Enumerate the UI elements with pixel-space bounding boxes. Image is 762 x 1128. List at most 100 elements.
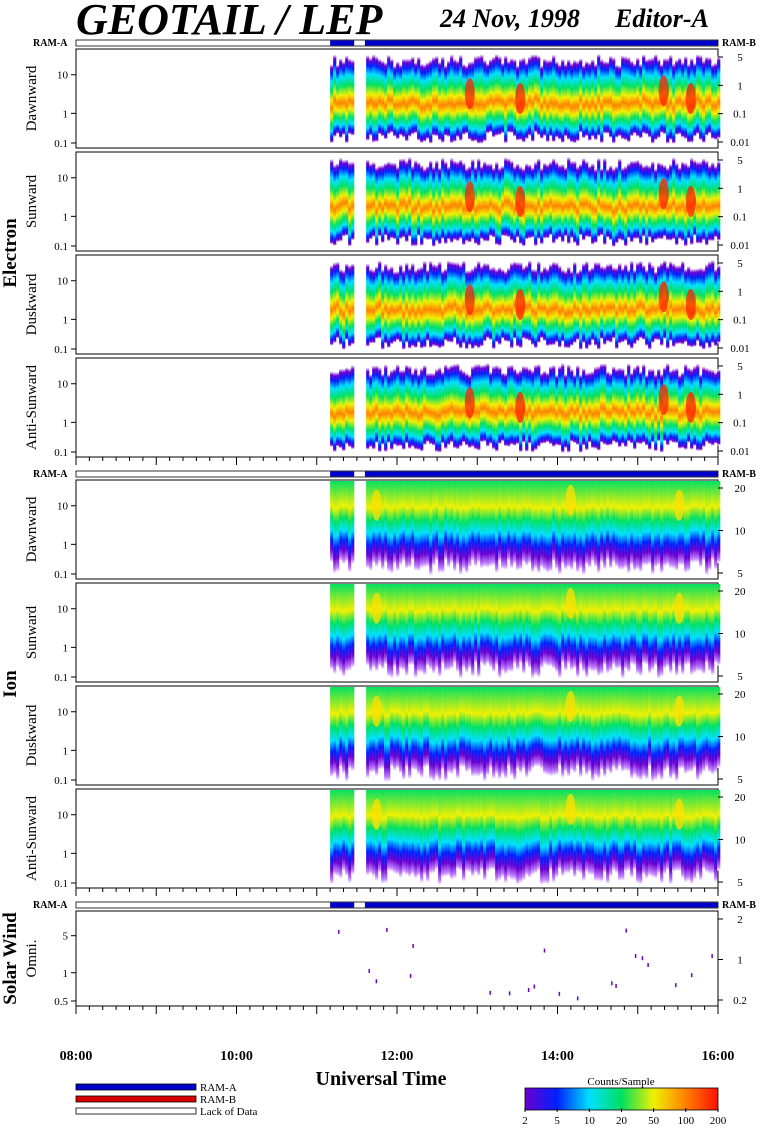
spectrogram-column [624, 373, 628, 448]
colorbar-tick-label: 2 [522, 1115, 528, 1127]
spectrogram-column [684, 584, 688, 666]
y-tick-label: 1 [63, 417, 69, 429]
spectrogram-column [507, 60, 511, 133]
spectrogram-column [525, 790, 529, 877]
spectrogram-column [588, 687, 592, 773]
spectrogram-column [450, 790, 454, 880]
spectrogram-column [618, 262, 622, 344]
spectrogram-column [414, 367, 418, 450]
spectrogram-column [471, 481, 475, 562]
spectrogram-column [546, 163, 550, 239]
spectrogram-column [453, 261, 457, 339]
spectrogram-column [699, 584, 703, 673]
spectrogram-column [507, 267, 511, 343]
spectrogram-column [708, 687, 712, 773]
spectrogram-column [525, 366, 529, 452]
intensity-peak [685, 288, 696, 321]
spectrogram-column [636, 584, 640, 675]
spectrogram-column [648, 687, 652, 768]
data-point [647, 962, 649, 967]
spectrogram-column [573, 261, 577, 344]
spectrogram-column [456, 687, 460, 779]
spectrogram-column [585, 160, 589, 238]
intensity-peak [464, 387, 475, 419]
y-tick-label: 5 [63, 931, 69, 943]
spectrogram-column [654, 481, 658, 568]
spectrogram-column [660, 790, 664, 884]
y-tick-label: 10 [57, 501, 69, 513]
spectrogram-column [540, 65, 544, 139]
ram-b-label: RAM-B [722, 469, 756, 480]
spectrogram-column [567, 687, 571, 777]
spectrogram-column [531, 790, 535, 876]
spectrogram-column [573, 374, 577, 444]
spectrogram-column [402, 269, 406, 350]
spectrogram-column [678, 584, 682, 668]
spectrogram-column [339, 268, 343, 346]
spectrogram-column [633, 366, 637, 450]
spectrogram-column [330, 158, 334, 245]
spectrogram-column [351, 59, 355, 136]
spectrogram-column [372, 54, 376, 143]
spectrogram-column [654, 790, 658, 879]
spectrogram-column [699, 373, 703, 452]
spectrogram-column [603, 584, 607, 666]
spectrogram-column [537, 363, 541, 448]
spectrogram-column [702, 366, 706, 448]
spectrogram-column [438, 366, 442, 453]
spectrogram-column [540, 270, 544, 339]
spectrogram-column [459, 263, 463, 349]
spectrogram-column [645, 58, 649, 135]
spectrogram-column [411, 481, 415, 561]
spectrogram-column [591, 371, 595, 449]
spectrogram-column [450, 687, 454, 775]
spectrogram-column [627, 162, 631, 239]
x-tick-label: 10:00 [220, 1049, 253, 1064]
spectrogram-column [369, 481, 373, 571]
spectrogram-column [366, 584, 370, 666]
spectrogram-column [405, 262, 409, 344]
spectrogram-column [402, 790, 406, 874]
spectrogram-column [651, 160, 655, 244]
spectrogram-column [507, 158, 511, 238]
spectrogram-column [585, 584, 589, 679]
spectrogram-column [672, 63, 676, 144]
spectrogram-column [657, 790, 661, 875]
data-point [412, 943, 414, 948]
panel-omni-: 0.5 1 5 2 1 0.2 Omni. [24, 910, 747, 1008]
spectrogram-column [375, 687, 379, 777]
spectrogram-column [582, 481, 586, 576]
spectrogram-column [555, 584, 559, 673]
spectrogram-column [567, 266, 571, 349]
intensity-peak [515, 185, 526, 218]
spectrogram-column [555, 374, 559, 446]
spectrogram-column [522, 687, 526, 770]
spectrogram-column [390, 369, 394, 451]
spectrogram-column [645, 269, 649, 347]
spectrogram-column [342, 368, 346, 452]
spectrogram-column [633, 269, 637, 345]
spectrogram-column [474, 790, 478, 874]
spectrogram-column [459, 54, 463, 142]
spectrogram-column [495, 584, 499, 667]
spectrogram-column [603, 687, 607, 778]
spectrogram-column [378, 790, 382, 874]
spectrogram-column [597, 261, 601, 350]
spectrogram-column [501, 481, 505, 570]
spectrogram-column [651, 368, 655, 443]
colorbar-scale [524, 1087, 719, 1111]
spectrogram-column [549, 365, 553, 445]
spectrogram-column [522, 481, 526, 564]
spectrogram-column [618, 367, 622, 448]
spectrogram-column [684, 481, 688, 573]
y2-tick-label: 1 [737, 80, 743, 92]
spectrogram-column [405, 687, 409, 768]
spectrogram-column [333, 54, 337, 138]
spectrogram-column [549, 59, 553, 137]
spectrogram-column [615, 368, 619, 444]
spectrogram-column [567, 481, 571, 568]
spectrogram-column [465, 790, 469, 872]
spectrogram-column [447, 687, 451, 774]
spectrogram-column [696, 790, 700, 875]
spectrogram-column [474, 55, 478, 142]
